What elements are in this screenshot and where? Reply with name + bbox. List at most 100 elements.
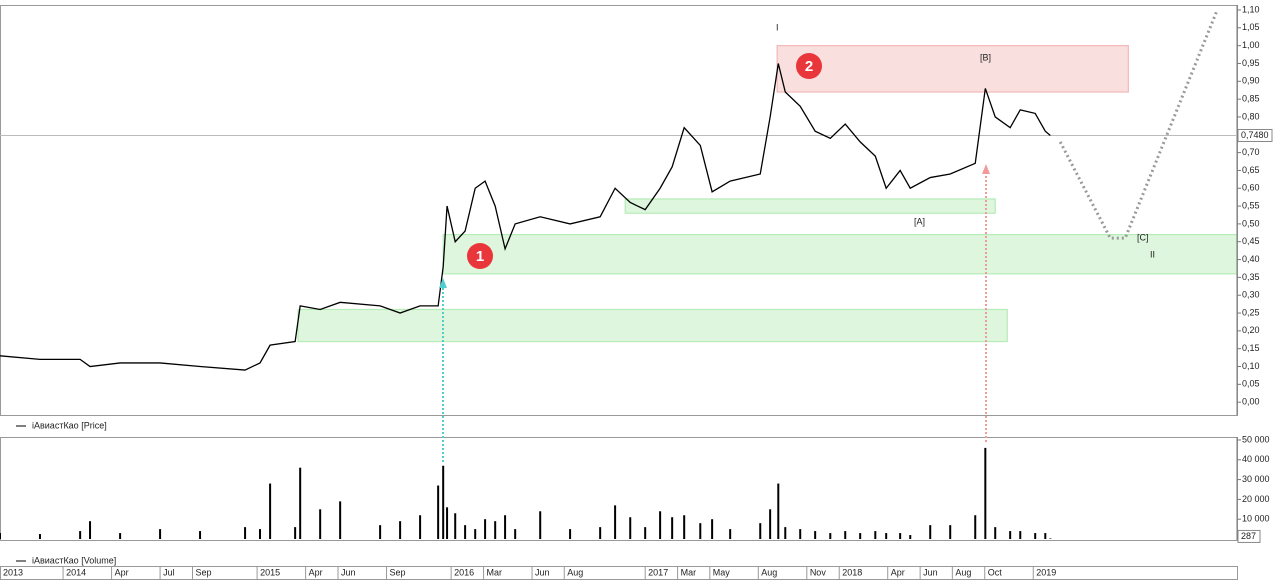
- volume-bar: [729, 529, 732, 540]
- zone: [297, 308, 1008, 343]
- y-tick-label: 0,95: [1242, 58, 1260, 68]
- volume-bar: [599, 527, 602, 540]
- volume-bar: [1049, 538, 1052, 540]
- annotation: [A]: [914, 216, 925, 226]
- volume-bar: [909, 535, 912, 540]
- x-tick-label: Mar: [487, 567, 503, 577]
- x-tick-label: 2013: [3, 567, 23, 577]
- y2-tick-label: 40 000: [1242, 454, 1270, 464]
- volume-bar: [399, 521, 402, 540]
- volume-bar: [683, 515, 686, 540]
- y-tick-label: 0,45: [1242, 236, 1260, 246]
- y-tick-label: 0,70: [1242, 147, 1260, 157]
- volume-bar: [484, 519, 487, 540]
- volume-bar: [539, 511, 542, 540]
- y-tick-label: 0,10: [1242, 361, 1260, 371]
- marker-number: 1: [476, 248, 484, 265]
- volume-bar: [259, 529, 262, 540]
- volume-bar: [994, 527, 997, 540]
- volume-bar: [899, 533, 902, 540]
- y-tick-label: 0,00: [1242, 397, 1260, 407]
- volume-bar: [244, 527, 247, 540]
- y-tick-label: 0,60: [1242, 183, 1260, 193]
- volume-bar: [514, 529, 517, 540]
- y2-tick-label: 20 000: [1242, 494, 1270, 504]
- arrowhead: [982, 164, 990, 174]
- volume-bar: [1044, 533, 1047, 540]
- volume-bar: [294, 527, 297, 540]
- marker-circle: [467, 243, 493, 269]
- marker-circle: [796, 53, 822, 79]
- last-price-box: [1237, 128, 1273, 142]
- y-tick-label: 0,65: [1242, 165, 1260, 175]
- arrowhead: [439, 278, 447, 288]
- volume-bar: [1019, 531, 1022, 540]
- y-tick-label: 0,35: [1242, 272, 1260, 282]
- volume-bar: [671, 517, 674, 540]
- y-tick-label: 0,90: [1242, 76, 1260, 86]
- x-tick-label: Mar: [681, 567, 697, 577]
- x-tick-label: May: [713, 567, 731, 577]
- last-volume-label: 287: [1241, 531, 1256, 541]
- volume-bar: [569, 529, 572, 540]
- x-tick-label: Aug: [567, 567, 583, 577]
- volume-bar: [759, 523, 762, 540]
- x-tick-label: 2016: [454, 567, 474, 577]
- y-tick-label: 0,30: [1242, 290, 1260, 300]
- volume-bar: [119, 533, 122, 540]
- zone: [624, 198, 996, 214]
- x-tick-label: Sep: [390, 567, 406, 577]
- volume-bar: [769, 509, 772, 540]
- volume-bar: [494, 521, 497, 540]
- x-tick-label: 2018: [842, 567, 862, 577]
- y-tick-label: 0,55: [1242, 200, 1260, 210]
- volume-bar: [299, 467, 302, 540]
- x-tick-label: Jun: [535, 567, 550, 577]
- annotation: [C]: [1137, 232, 1149, 242]
- volume-bar: [89, 521, 92, 540]
- x-tick-label: Aug: [761, 567, 777, 577]
- volume-bar: [1034, 533, 1037, 540]
- volume-bar: [874, 531, 877, 540]
- forecast-path: [1058, 9, 1219, 240]
- x-tick-label: Sep: [195, 567, 211, 577]
- zone: [776, 45, 1129, 93]
- volume-bar: [199, 531, 202, 540]
- x-tick-label: Apr: [309, 567, 323, 577]
- y-tick-label: 0,25: [1242, 307, 1260, 317]
- x-tick-label: 2014: [66, 567, 86, 577]
- y2-tick-label: 10 000: [1242, 514, 1270, 524]
- volume-panel: [0, 437, 1238, 541]
- volume-bar: [437, 485, 440, 540]
- volume-bar: [829, 533, 832, 540]
- y-tick-label: 0,40: [1242, 254, 1260, 264]
- volume-bar: [269, 483, 272, 540]
- annotation: II: [1150, 249, 1155, 259]
- volume-bar: [319, 509, 322, 540]
- volume-bar: [474, 529, 477, 540]
- y-tick-label: 0,85: [1242, 93, 1260, 103]
- volume-bar: [0, 533, 1, 540]
- x-tick-label: Aug: [955, 567, 971, 577]
- legend-label: iАвиастКао [Volume]: [32, 555, 116, 565]
- y2-tick-label: 50 000: [1242, 434, 1270, 444]
- volume-bar: [974, 515, 977, 540]
- x-tick-label: Nov: [810, 567, 827, 577]
- x-tick-label: Jun: [341, 567, 356, 577]
- volume-bar: [1009, 531, 1012, 540]
- last-volume-box: [1237, 529, 1261, 543]
- y-tick-label: 0,20: [1242, 325, 1260, 335]
- volume-bar: [844, 531, 847, 540]
- volume-bar: [464, 525, 467, 540]
- x-tick-label: 2015: [260, 567, 280, 577]
- volume-bar: [784, 527, 787, 540]
- zone: [442, 234, 1238, 275]
- volume-bar: [446, 507, 449, 540]
- x-tick-label: Apr: [115, 567, 129, 577]
- volume-bar: [859, 533, 862, 540]
- price-line: [0, 63, 1051, 371]
- y2-tick-label: 30 000: [1242, 474, 1270, 484]
- volume-bar: [814, 531, 817, 540]
